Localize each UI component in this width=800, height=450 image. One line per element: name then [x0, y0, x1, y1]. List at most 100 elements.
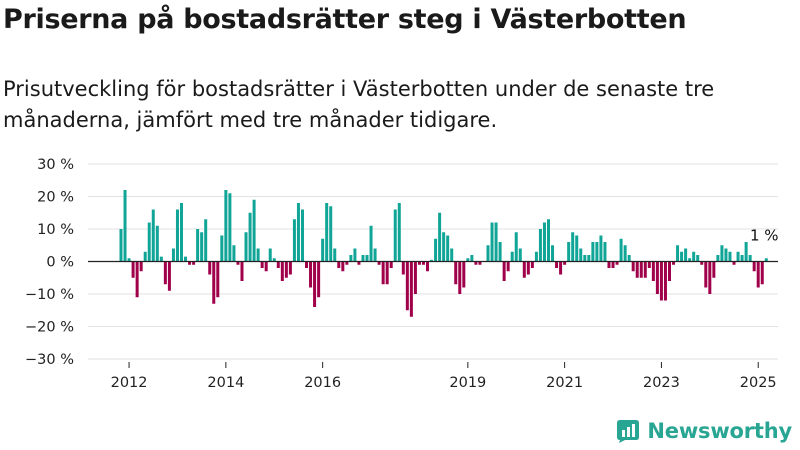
x-tick-label: 2019 — [449, 375, 486, 391]
bar — [385, 261, 389, 285]
bar — [373, 248, 377, 262]
bar — [284, 261, 288, 278]
bar — [583, 255, 587, 262]
bar-series — [119, 190, 768, 317]
bar — [684, 248, 688, 262]
bar — [651, 261, 655, 281]
bar — [389, 261, 393, 268]
bar — [478, 261, 482, 265]
bar — [659, 261, 663, 301]
bar — [744, 242, 748, 262]
bar — [151, 209, 155, 262]
x-axis-labels: 2012 2014 2016 2019 2021 2023 2025 — [111, 362, 777, 391]
bar — [369, 225, 373, 262]
bar — [470, 255, 474, 262]
bar — [188, 261, 192, 265]
bar — [442, 232, 446, 262]
bar — [450, 248, 454, 262]
bar — [329, 206, 333, 262]
bar — [325, 203, 329, 262]
bar — [155, 225, 159, 262]
bar — [260, 261, 264, 268]
bar — [167, 261, 171, 291]
bar-chart: 30 %20 %10 %0 %−10 %−20 %−30 % 2012 2014 2… — [25, 157, 779, 391]
bar — [224, 190, 228, 262]
bar — [655, 261, 659, 294]
bar — [434, 238, 438, 262]
bar — [716, 255, 720, 262]
bar — [264, 261, 268, 272]
bar — [724, 248, 728, 262]
bar — [720, 245, 724, 262]
bar — [180, 203, 183, 262]
bar — [639, 261, 643, 278]
bar — [171, 248, 175, 262]
chart-subtitle: Prisutveckling för bostadsrätter i Väste… — [3, 77, 715, 132]
bar — [305, 261, 309, 268]
bar — [446, 235, 450, 262]
bar — [163, 261, 167, 285]
bar — [486, 245, 490, 262]
bar — [635, 261, 639, 278]
bar — [752, 261, 756, 272]
bar — [321, 238, 325, 262]
bar — [494, 222, 498, 262]
bar — [712, 261, 716, 278]
bar — [208, 261, 212, 275]
bar — [268, 248, 272, 262]
bar — [276, 261, 280, 268]
brand-name: Newsworthy — [647, 419, 792, 443]
bar — [131, 261, 135, 278]
y-tick-label: 10 % — [37, 222, 74, 238]
bar — [736, 251, 740, 262]
bar — [119, 229, 123, 262]
bar — [135, 261, 139, 298]
gridlines — [88, 163, 778, 360]
bar — [591, 242, 595, 262]
y-tick-label: −30 % — [25, 352, 74, 368]
bar — [647, 261, 651, 268]
bar — [300, 209, 304, 262]
bar — [538, 229, 542, 262]
bar — [184, 256, 188, 262]
bar — [256, 248, 260, 262]
bar — [175, 209, 179, 262]
bar — [571, 232, 575, 262]
bar — [272, 258, 276, 262]
bar — [405, 261, 409, 311]
bar — [514, 232, 518, 262]
bar — [317, 261, 321, 298]
newsworthy-logo-icon — [617, 420, 640, 443]
bar — [672, 261, 676, 265]
bar — [296, 203, 300, 262]
bar — [349, 255, 353, 262]
bar — [417, 261, 421, 265]
bar — [143, 251, 147, 262]
bar — [413, 261, 417, 294]
bar — [474, 261, 478, 265]
bar — [498, 242, 502, 262]
last-value-annotation: 1 % — [750, 226, 779, 244]
bar — [530, 261, 534, 268]
bar — [244, 232, 248, 262]
bar — [139, 261, 143, 272]
bar — [365, 255, 369, 262]
bar — [204, 219, 208, 262]
bar — [248, 212, 252, 262]
bar — [401, 261, 405, 275]
bar — [196, 229, 200, 262]
y-tick-label: −10 % — [25, 287, 74, 303]
bar — [567, 242, 571, 262]
bar — [607, 261, 611, 268]
bar — [333, 248, 337, 262]
bar — [615, 261, 619, 265]
bar — [252, 199, 256, 262]
x-tick-label: 2016 — [304, 375, 341, 391]
bar — [458, 261, 462, 294]
bar — [575, 235, 579, 262]
bar — [688, 258, 692, 262]
bar — [292, 219, 296, 262]
bar — [397, 203, 401, 262]
bar — [563, 261, 567, 265]
bar — [236, 261, 240, 265]
